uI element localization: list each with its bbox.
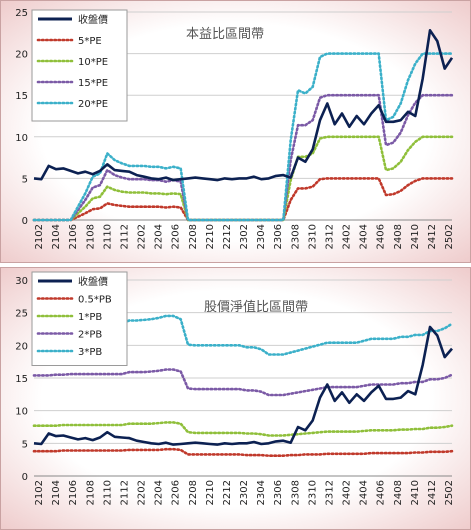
pe-x-tick-label: 2104: [51, 224, 62, 249]
pb-x-tick-label: 2210: [205, 480, 216, 505]
pb-x-tick-label: 2202: [137, 480, 148, 505]
pb-x-tick-label: 2212: [222, 480, 233, 505]
pb-y-tick-label: 5: [22, 439, 28, 450]
pe-x-tick-label: 2406: [376, 224, 387, 249]
pe-x-tick-label: 2210: [205, 224, 216, 249]
pb-x-tick-label: 2310: [307, 480, 318, 505]
pe-x-tick-label: 2106: [68, 224, 79, 249]
pb-x-tick-label: 2106: [68, 480, 79, 505]
pb-legend-label: 2*PB: [78, 330, 102, 341]
pe-x-tick-label: 2102: [34, 224, 45, 249]
pe-x-tick-label: 2502: [444, 224, 455, 249]
pb-x-tick-label: 2306: [273, 480, 284, 505]
pe-x-tick-label: 2410: [410, 224, 421, 249]
pe-x-tick-label: 2212: [222, 224, 233, 249]
pb-x-tick-label: 2206: [171, 480, 182, 505]
pe-x-tick-label: 2404: [359, 224, 370, 249]
pe-legend-label: 20*PE: [78, 99, 108, 110]
pe-y-tick-label: 25: [15, 8, 28, 19]
pb-series-line: [33, 325, 453, 446]
pe-y-tick-label: 0: [22, 216, 28, 227]
pb-x-tick-label: 2406: [376, 480, 387, 505]
pe-chart-title: 本益比區間帶: [186, 27, 264, 42]
pe-x-tick-label: 2408: [393, 224, 404, 249]
pe-legend-label: 收盤價: [78, 13, 108, 26]
pe-x-tick-label: 2306: [273, 224, 284, 249]
pb-x-tick-label: 2402: [342, 480, 353, 505]
pb-x-tick-label: 2112: [119, 480, 130, 505]
pb-legend-label: 0.5*PB: [78, 295, 112, 306]
pe-legend-label: 15*PE: [78, 78, 108, 89]
pe-legend-label: 5*PE: [78, 36, 102, 47]
pb-legend: 收盤價 0.5*PB 1*PB 2*PB 3*PB: [31, 271, 128, 366]
pb-x-tick-label: 2208: [188, 480, 199, 505]
pb-x-tick-label: 2312: [324, 480, 335, 505]
pb-x-tick-label: 2410: [410, 480, 421, 505]
pb-x-tick-label: 2204: [154, 480, 165, 505]
pb-x-tick-label: 2502: [444, 480, 455, 505]
pb-x-tick-label: 2102: [34, 480, 45, 505]
pe-x-tick-label: 2310: [307, 224, 318, 249]
pe-x-tick-label: 2304: [256, 224, 267, 249]
pb-x-tick-label: 2108: [85, 480, 96, 505]
pe-x-tick-label: 2312: [324, 224, 335, 249]
pb-series-line: [32, 368, 454, 397]
pb-y-tick-label: 10: [15, 407, 28, 418]
pb-band-chart: 0 5 10 15 20 25 30 2102 2104 2106 2108 2110 2112 2202…: [0, 267, 471, 530]
pb-legend-label: 1*PB: [78, 312, 102, 323]
pe-y-tick-label: 5: [22, 174, 28, 185]
pb-y-tick-label: 15: [15, 374, 28, 385]
pe-x-tick-label: 2208: [188, 224, 199, 249]
pb-x-tick-label: 2104: [51, 480, 62, 505]
pb-y-tick-label: 0: [22, 472, 28, 483]
pe-x-tick-label: 2402: [342, 224, 353, 249]
pe-band-chart: 0 5 10 15 20 25 2102 2104 2106 2108 2110 2112 2202 22…: [0, 0, 471, 263]
pe-x-tick-label: 2108: [85, 224, 96, 249]
pe-x-tick-label: 2112: [119, 224, 130, 249]
pb-x-tick-label: 2302: [239, 480, 250, 505]
pe-series-line: [32, 52, 454, 222]
pb-legend-label: 3*PB: [78, 347, 102, 358]
pe-x-tick-label: 2204: [154, 224, 165, 249]
pe-x-tick-label: 2206: [171, 224, 182, 249]
pb-y-tick-label: 20: [15, 341, 28, 352]
pe-y-tick-label: 20: [15, 50, 28, 61]
pe-band-chart-panel: 0 5 10 15 20 25 2102 2104 2106 2108 2110 2112 2202 22…: [0, 0, 471, 263]
pe-y-tick-label: 10: [15, 133, 28, 144]
pe-x-tick-label: 2308: [290, 224, 301, 249]
pe-y-tick-label: 15: [15, 91, 28, 102]
pe-x-tick-label: 2302: [239, 224, 250, 249]
pb-x-tick-label: 2408: [393, 480, 404, 505]
pb-x-tick-label: 2404: [359, 480, 370, 505]
pb-y-tick-label: 30: [15, 276, 28, 287]
pb-x-tick-label: 2110: [102, 480, 113, 505]
pb-x-tick-label: 2412: [427, 480, 438, 505]
pe-x-tick-label: 2412: [427, 224, 438, 249]
pb-legend-label: 收盤價: [78, 275, 108, 288]
pe-legend: 收盤價 5*PE 10*PE 15*PE 20*PE: [31, 9, 128, 122]
pe-legend-label: 10*PE: [78, 57, 108, 68]
pb-band-chart-panel: 0 5 10 15 20 25 30 2102 2104 2106 2108 2110 2112 2202…: [0, 267, 471, 530]
pe-x-tick-label: 2202: [137, 224, 148, 249]
pb-x-tick-label: 2308: [290, 480, 301, 505]
pb-series-line: [32, 447, 454, 457]
pb-y-tick-label: 25: [15, 309, 28, 320]
pb-series-line: [32, 421, 454, 437]
pb-chart-title: 股價淨值比區間帶: [204, 299, 308, 315]
pe-x-tick-label: 2110: [102, 224, 113, 249]
pb-x-tick-label: 2304: [256, 480, 267, 505]
pe-series-line: [33, 28, 454, 182]
